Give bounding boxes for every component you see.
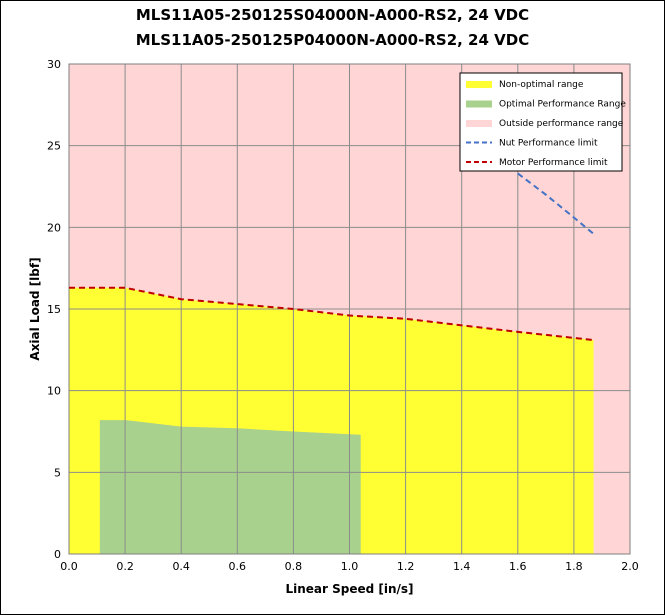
x-tick-label: 1.2	[397, 560, 415, 573]
legend-label: Motor Performance limit	[499, 158, 608, 168]
x-tick-label: 0.2	[116, 560, 134, 573]
x-tick-label: 1.8	[565, 560, 583, 573]
plot-area-border	[68, 63, 631, 555]
y-tick-label: 10	[47, 385, 61, 398]
x-tick-label: 1.0	[341, 560, 359, 573]
x-tick-label: 0.6	[229, 560, 247, 573]
y-tick-label: 20	[47, 221, 61, 234]
x-tick-label: 0.0	[60, 560, 78, 573]
nut-limit-line	[517, 172, 595, 235]
motor-limit-line	[69, 286, 594, 342]
legend-swatch	[466, 100, 492, 108]
x-tick-label: 0.4	[172, 560, 190, 573]
y-tick-label: 25	[47, 140, 61, 153]
legend-swatch	[466, 120, 492, 127]
chart-title-line-2: MLS11A05-250125P04000N-A000-RS2, 24 VDC	[135, 31, 530, 49]
y-tick-label: 30	[47, 58, 61, 71]
legend-swatch	[466, 81, 492, 88]
y-tick-label: 15	[47, 303, 61, 316]
x-axis-label: Linear Speed [in/s]	[285, 582, 413, 596]
legend-label: Outside performance range	[499, 119, 624, 129]
y-tick-label: 0	[54, 548, 61, 561]
x-tick-label: 2.0	[621, 560, 639, 573]
y-axis-label: Axial Load [lbf]	[28, 257, 42, 360]
y-tick-label: 5	[54, 466, 61, 479]
x-tick-label: 0.8	[285, 560, 303, 573]
area-series-optimal	[99, 420, 361, 554]
legend-label: Optimal Performance Range	[499, 100, 626, 110]
legend-label: Nut Performance limit	[499, 139, 598, 149]
chart-title-line-1: MLS11A05-250125S04000N-A000-RS2, 24 VDC	[135, 6, 530, 24]
x-tick-label: 1.4	[453, 560, 471, 573]
x-tick-label: 1.6	[509, 560, 527, 573]
legend-label: Non-optimal range	[499, 80, 584, 90]
